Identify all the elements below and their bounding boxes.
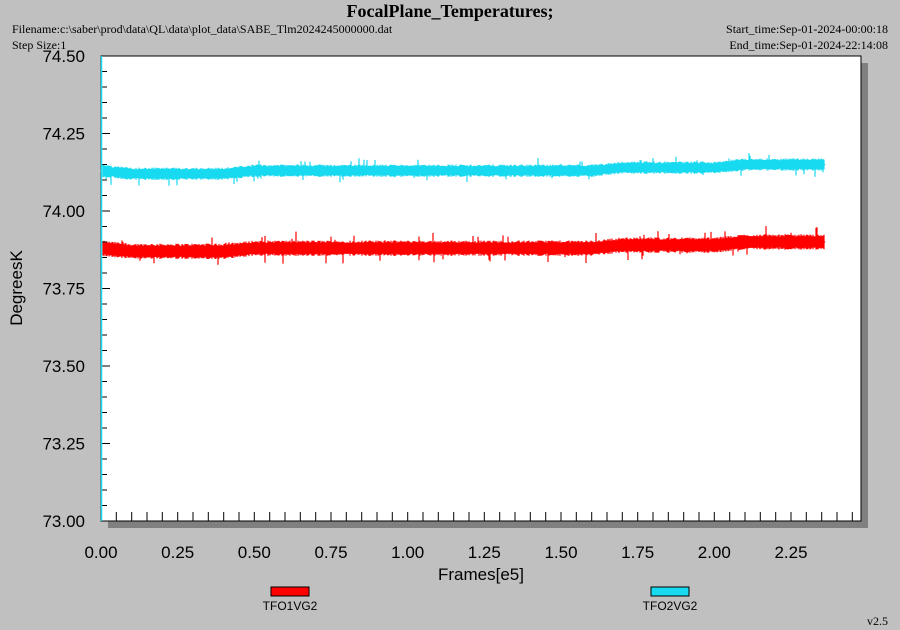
data-point-tfo1vg2	[824, 241, 826, 243]
data-point-tfo2vg2	[192, 173, 194, 175]
legend-swatch	[650, 586, 690, 597]
data-point-tfo1vg2	[529, 247, 531, 249]
end-time-text: End_time:Sep-01-2024-22:14:08	[729, 38, 888, 52]
data-point-tfo1vg2	[407, 247, 409, 249]
data-point-tfo1vg2	[591, 247, 593, 249]
data-point-tfo1vg2	[744, 241, 746, 243]
data-point-tfo2vg2	[315, 170, 317, 172]
version-label: v2.5	[867, 614, 888, 628]
step-size-text: Step Size:1	[12, 38, 67, 52]
data-point-tfo1vg2	[468, 247, 470, 249]
x-tick-label: 0.75	[314, 543, 347, 562]
data-point-tfo1vg2	[192, 250, 194, 252]
legend-item-tfo2vg2: TFO2VG2	[643, 586, 698, 613]
data-point-tfo2vg2	[824, 163, 826, 166]
x-tick-label: 1.50	[544, 543, 577, 562]
data-point-tfo2vg2	[529, 170, 531, 172]
x-tick-labels: 0.00 0.25 0.50 0.75 1.00 1.25 1.50 1.75 2.00 2.25	[84, 543, 807, 562]
y-axis-label: DegreesK	[7, 250, 26, 326]
data-point-tfo2vg2	[560, 170, 562, 172]
legend: TFO1VG2 TFO2VG2	[263, 586, 698, 613]
data-point-tfo1vg2	[253, 247, 255, 249]
data-point-tfo1vg2	[161, 250, 163, 252]
data-point-tfo1vg2	[345, 247, 347, 249]
y-tick-label: 73.25	[42, 435, 85, 454]
chart-title: FocalPlane_Temperatures;	[346, 1, 554, 21]
y-tick-label: 73.50	[42, 357, 85, 376]
x-tick-label: 0.00	[84, 543, 117, 562]
y-tick-label: 74.00	[42, 202, 85, 221]
data-point-tfo2vg2	[284, 170, 286, 172]
data-point-tfo2vg2	[131, 173, 133, 175]
y-tick-label: 74.50	[42, 47, 85, 66]
y-tick-label: 73.00	[42, 512, 85, 531]
legend-item-tfo1vg2: TFO1VG2	[263, 586, 318, 613]
series-tfo2vg2	[100, 153, 826, 186]
x-tick-label: 1.75	[621, 543, 654, 562]
legend-label: TFO1VG2	[263, 599, 318, 613]
data-point-tfo2vg2	[437, 170, 439, 172]
data-point-tfo2vg2	[253, 170, 255, 172]
data-point-tfo1vg2	[652, 244, 654, 246]
data-point-tfo1vg2	[131, 250, 133, 252]
data-point-tfo2vg2	[376, 170, 378, 172]
x-tick-label: 1.00	[391, 543, 424, 562]
data-point-tfo2vg2	[652, 167, 654, 169]
x-tick-label: 0.50	[238, 543, 271, 562]
x-tick-label: 0.25	[161, 543, 194, 562]
data-point-tfo2vg2	[468, 170, 470, 172]
start-time-text: Start_time:Sep-01-2024-00:00:18	[726, 22, 888, 36]
data-point-tfo1vg2	[621, 244, 623, 246]
data-point-tfo1vg2	[560, 247, 562, 249]
y-tick-labels: 73.00 73.25 73.50 73.75 74.00 74.25 74.50	[42, 47, 85, 531]
series-tfo1vg2	[100, 226, 826, 265]
data-point-tfo1vg2	[223, 250, 225, 252]
series-band-tfo2vg2	[102, 153, 825, 186]
data-point-tfo1vg2	[713, 244, 715, 246]
data-point-tfo2vg2	[591, 170, 593, 172]
y-tick-label: 74.25	[42, 125, 85, 144]
data-point-tfo1vg2	[376, 247, 378, 249]
legend-swatch	[270, 586, 310, 597]
x-tick-label: 1.25	[468, 543, 501, 562]
data-point-tfo1vg2	[499, 247, 501, 249]
data-point-tfo2vg2	[499, 170, 501, 172]
y-tick-label: 73.75	[42, 280, 85, 299]
series-band-tfo1vg2	[102, 226, 825, 265]
x-tick-label: 2.25	[774, 543, 807, 562]
x-axis-label: Frames[e5]	[438, 565, 524, 584]
filename-text: Filename:c:\saber\prod\data\QL\data\plot…	[12, 22, 393, 36]
series-layer	[100, 153, 826, 265]
data-point-tfo2vg2	[683, 167, 685, 169]
data-point-tfo2vg2	[223, 173, 225, 175]
ticks-layer	[101, 55, 853, 522]
data-point-tfo1vg2	[315, 247, 317, 249]
data-point-tfo1vg2	[775, 241, 777, 243]
data-point-tfo1vg2	[284, 247, 286, 249]
data-point-tfo2vg2	[621, 167, 623, 169]
data-point-tfo1vg2	[437, 247, 439, 249]
data-point-tfo2vg2	[407, 170, 409, 172]
data-point-tfo1vg2	[683, 244, 685, 246]
legend-label: TFO2VG2	[643, 599, 698, 613]
plot-area	[100, 55, 862, 522]
data-point-tfo2vg2	[345, 170, 347, 172]
data-point-tfo2vg2	[713, 167, 715, 169]
data-point-tfo2vg2	[161, 173, 163, 175]
data-point-tfo2vg2	[744, 163, 746, 166]
data-point-tfo2vg2	[775, 163, 777, 166]
x-tick-label: 2.00	[698, 543, 731, 562]
